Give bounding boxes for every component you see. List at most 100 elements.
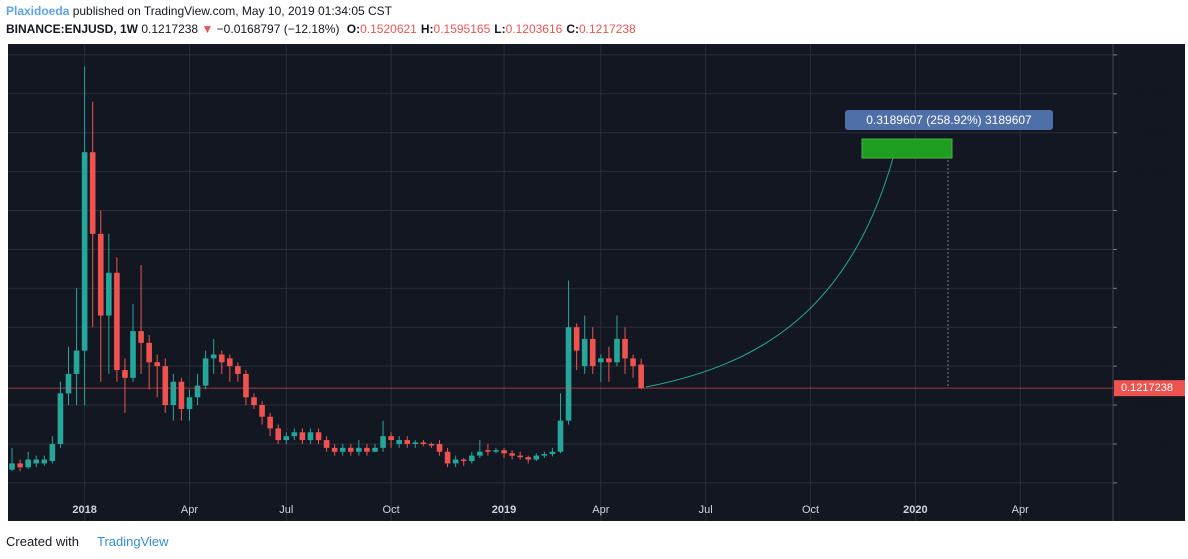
target-box — [861, 138, 953, 159]
candle-body — [210, 354, 217, 359]
candle-body — [541, 454, 548, 456]
candle-body — [468, 455, 475, 462]
candle-body — [412, 442, 419, 444]
candle-body — [267, 416, 273, 429]
ohlc-value: 0.1520621 — [360, 22, 417, 36]
author[interactable]: Plaxidoeda — [6, 4, 70, 18]
y-tick-label: 0.5000000 — [1121, 88, 1173, 100]
y-tick-label: 0.3500000 — [1121, 204, 1173, 216]
candle-body — [477, 451, 483, 456]
ohlc-key: L: — [494, 22, 506, 36]
candle-body — [122, 370, 128, 378]
candle-body — [315, 432, 322, 441]
x-tick-label: 2019 — [492, 504, 516, 516]
candle-body — [533, 455, 540, 460]
annotation-box — [845, 110, 1053, 130]
ohlc-value: 0.1203616 — [505, 22, 563, 36]
candle-body — [130, 331, 136, 378]
candle-body — [138, 331, 144, 343]
candle-body — [275, 428, 282, 441]
annotation: 0.3189607 (258.92%) 3189607 — [866, 113, 1032, 127]
candle-body — [114, 272, 120, 371]
header-line: Plaxidoeda published on TradingView.com,… — [6, 4, 392, 18]
candle-body — [9, 463, 15, 470]
x-tick-label: Jul — [279, 504, 293, 516]
candle-body — [630, 358, 636, 367]
candle-body — [380, 436, 386, 448]
candle-body — [501, 450, 507, 454]
candle-body — [364, 447, 370, 452]
projection-curve — [645, 157, 894, 388]
candle-body — [436, 443, 443, 452]
candle-body — [420, 442, 427, 444]
published: published on TradingView.com, May 10, 20… — [72, 4, 393, 18]
y-tick-label: 0.4000000 — [1121, 166, 1173, 178]
candle-body — [227, 358, 233, 367]
candle-body — [581, 338, 588, 367]
y-tick-label: 0.0500000 — [1121, 438, 1173, 450]
y-tick-label: 0.5500000 — [1121, 49, 1173, 61]
candle-body — [251, 397, 257, 406]
candle-body — [428, 443, 435, 446]
candle-body — [65, 373, 72, 394]
candle-body — [291, 432, 298, 437]
candle-body — [178, 381, 185, 409]
candle-body — [81, 152, 88, 351]
candle-body — [162, 366, 169, 406]
candle-body — [444, 451, 451, 464]
x-tick-label: Jul — [699, 504, 713, 516]
ohlc-key: O: — [346, 22, 361, 36]
ohlc-value: 0.1595165 — [433, 22, 491, 36]
candle-body — [388, 436, 394, 441]
candle-body — [573, 327, 580, 351]
ohlc-value: 0.1217238 — [579, 22, 636, 36]
candle-body — [202, 358, 209, 386]
candle-body — [243, 373, 249, 398]
candle-body — [154, 362, 161, 367]
brand[interactable]: TradingView — [96, 534, 169, 549]
x-tick-label: 2020 — [903, 504, 927, 516]
candle-body — [331, 447, 338, 452]
candle-body — [146, 342, 152, 363]
y-tick-label: 0.3000000 — [1121, 243, 1173, 255]
candle-body — [41, 459, 48, 464]
arrow: ▼ — [201, 22, 214, 36]
x-tick-label: Apr — [592, 504, 609, 516]
candle-body — [323, 440, 330, 448]
candle-body — [404, 440, 411, 444]
candle-body — [186, 397, 193, 409]
candle-body — [194, 385, 201, 398]
x-tick-label: Oct — [383, 504, 400, 516]
candle-body — [25, 459, 31, 468]
ohlc-key: H: — [420, 22, 434, 36]
candle-body — [307, 432, 314, 441]
candle-body — [525, 457, 532, 460]
y-tick-label: 0.0000000 — [1121, 477, 1173, 489]
candle-body — [356, 447, 362, 452]
candle-body — [347, 447, 354, 452]
y-tick-label: 0.2500000 — [1121, 282, 1173, 294]
footer: Created with TradingView — [6, 534, 169, 549]
candle-body — [339, 447, 346, 452]
candle-body — [622, 338, 628, 359]
candle-body — [606, 358, 612, 363]
y-tick-label: 0.1000000 — [1121, 399, 1173, 411]
candle-body — [283, 436, 290, 441]
candle-body — [49, 443, 56, 462]
candle-body — [259, 405, 265, 417]
candle-body — [106, 272, 112, 316]
candle-body — [97, 233, 104, 316]
y-tick-label: 0.2000000 — [1121, 321, 1173, 333]
candle-body — [614, 338, 620, 363]
candle-body — [598, 358, 604, 363]
candle-body — [565, 327, 572, 421]
ohlc: O:0.1520621 H:0.1595165 L:0.1203616 C:0.121… — [343, 22, 636, 36]
symbol: BINANCE:ENJUSD, 1W — [6, 22, 139, 36]
candle-body — [299, 432, 306, 441]
candle-body — [218, 354, 225, 363]
candle-body — [452, 459, 459, 464]
candle-body — [73, 350, 80, 374]
candle-body — [485, 450, 491, 452]
candle-body — [517, 455, 523, 458]
